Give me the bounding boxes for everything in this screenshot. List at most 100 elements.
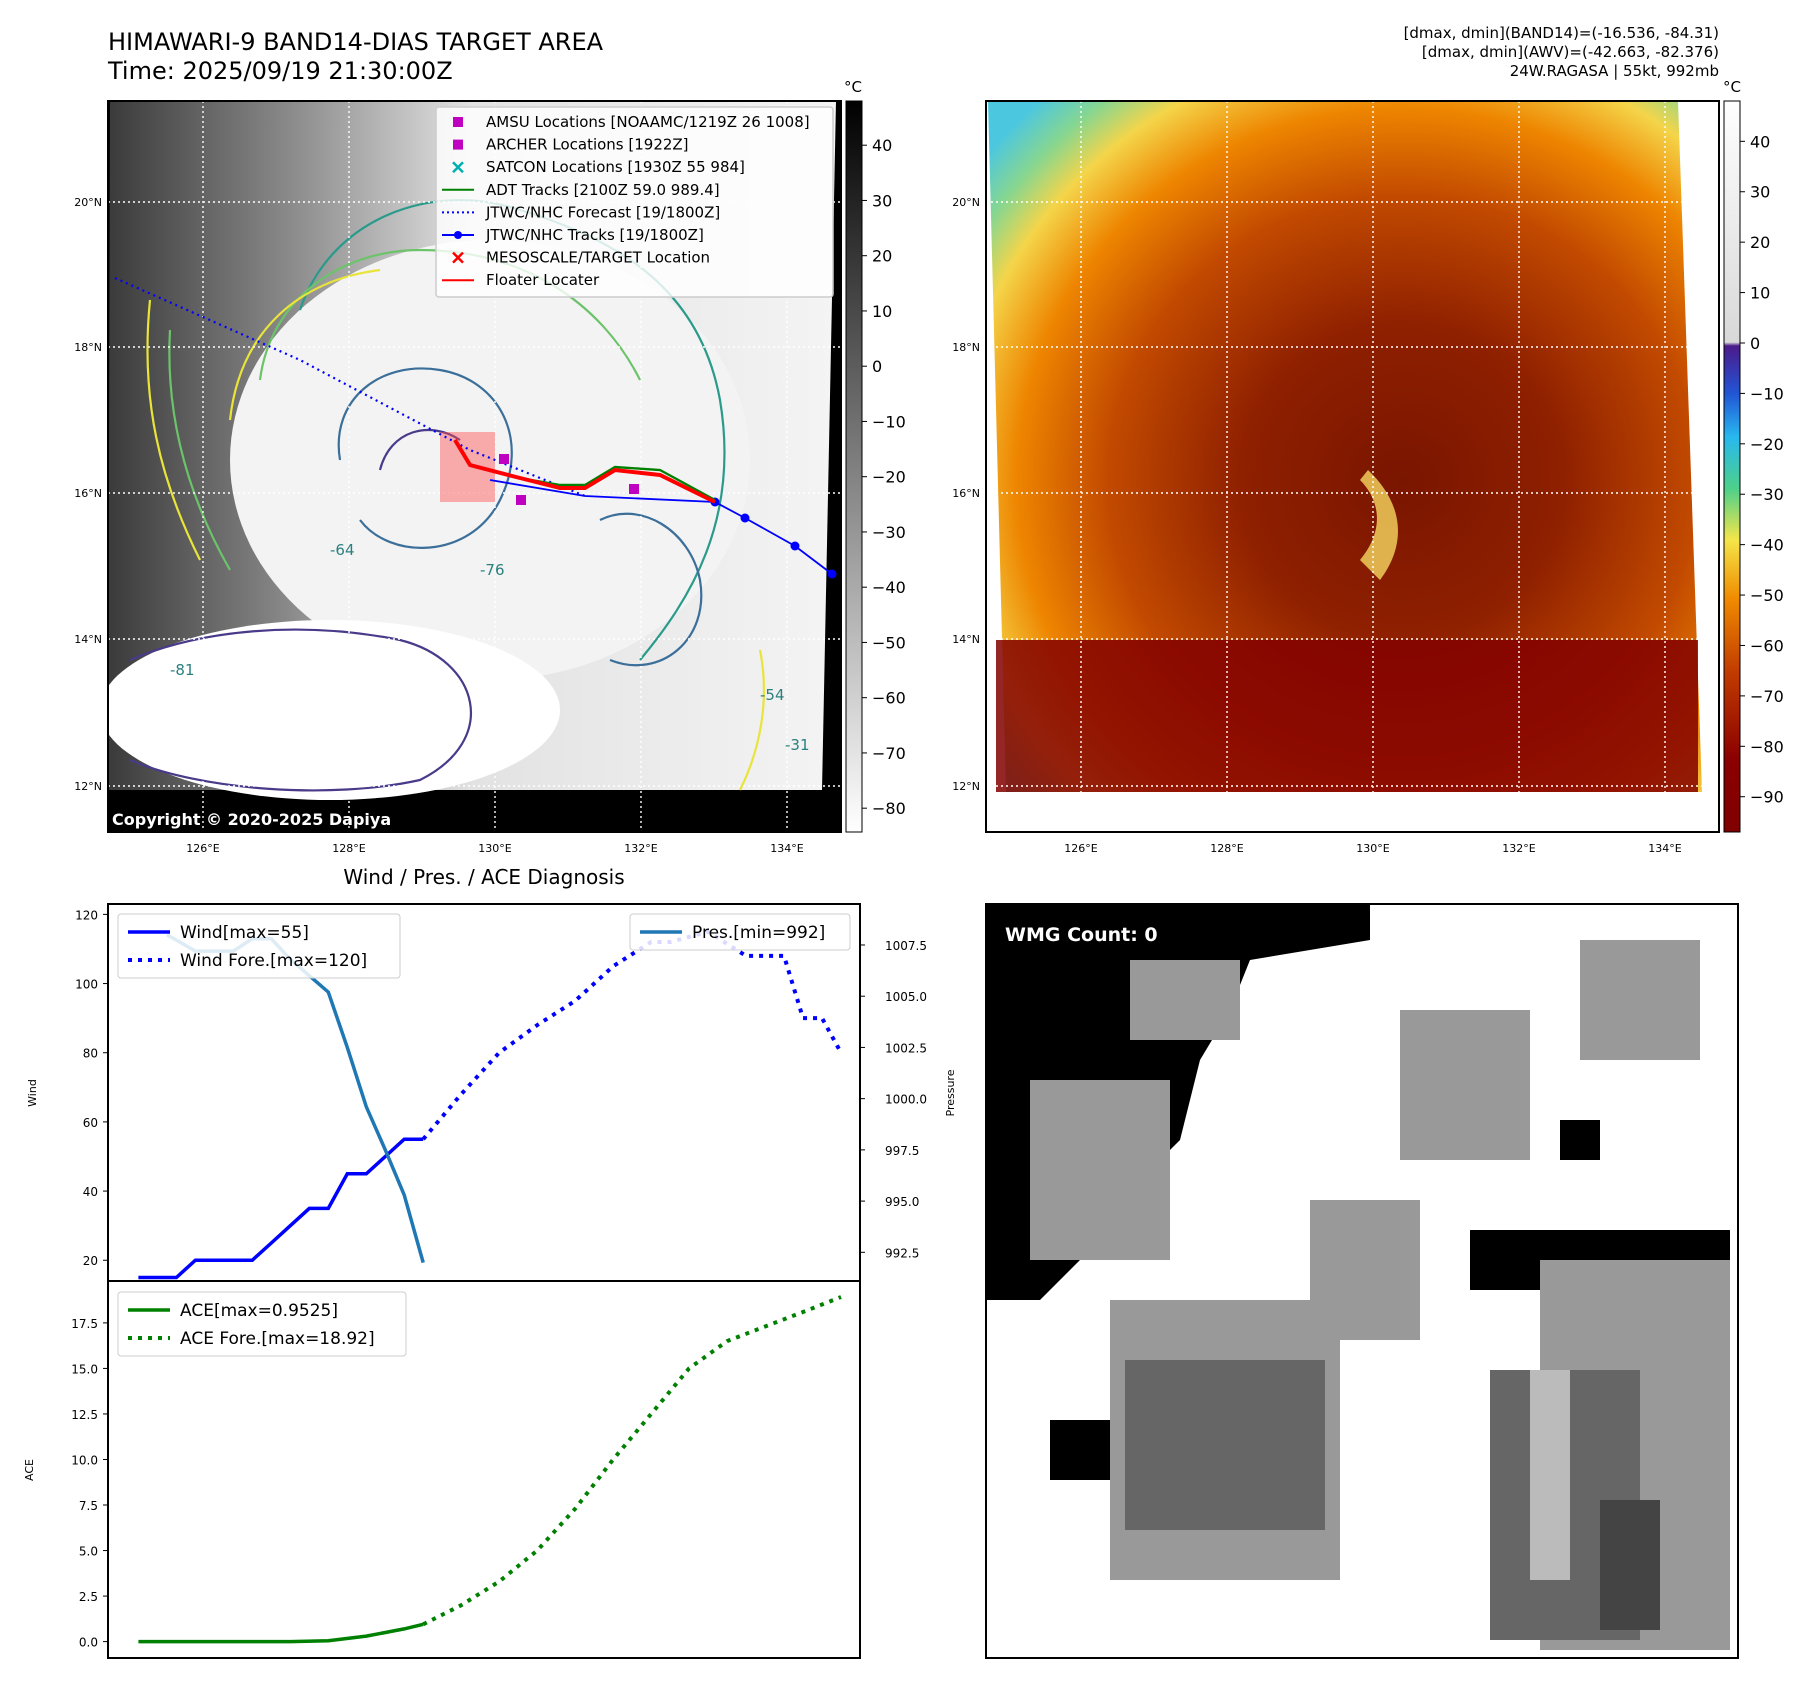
lon-label: 126°E — [1064, 842, 1097, 855]
legend-label: ACE Fore.[max=18.92] — [180, 1329, 375, 1349]
y-tick-label: 5.0 — [79, 1545, 98, 1559]
legend-label: AMSU Locations [NOAAMC/1219Z 26 1008] — [486, 113, 810, 131]
colorbar-tick-label: −10 — [872, 412, 906, 431]
colorbar-tick-label: −80 — [1750, 737, 1784, 756]
legend-label: Floater Locater — [486, 271, 600, 289]
y-tick-label: 40 — [83, 1185, 98, 1199]
y-tick-label: 10.0 — [71, 1453, 98, 1467]
colorbar-tick-label: −40 — [1750, 536, 1784, 555]
lon-label: 134°E — [1648, 842, 1681, 855]
map-title: HIMAWARI-9 BAND14-DIAS TARGET AREA — [108, 28, 604, 56]
lat-label: 16°N — [74, 487, 102, 500]
legend-label: MESOSCALE/TARGET Location — [486, 249, 710, 267]
lat-label: 12°N — [74, 780, 102, 793]
map-left-frame — [107, 100, 842, 833]
colorbar-tick-label: −50 — [872, 633, 906, 652]
best-track — [489, 479, 833, 575]
legend-label: Wind Fore.[max=120] — [180, 951, 367, 971]
y-tick-label: 2.5 — [79, 1590, 98, 1604]
legend-marker — [453, 139, 463, 150]
y-tick-label: 80 — [83, 1047, 98, 1061]
colorbar-tick-label: 40 — [872, 136, 892, 155]
colorbar-tick-label: 30 — [1750, 183, 1770, 202]
copyright-text: Copyright © 2020-2025 Dapiya — [112, 810, 391, 829]
legend-label: ACE[max=0.9525] — [180, 1301, 338, 1321]
colorbar-tick-label: 30 — [872, 191, 892, 210]
colorbar-tick-label: −10 — [1750, 384, 1784, 403]
y-tick-label: 60 — [83, 1116, 98, 1130]
wmg-count: WMG Count: 0 — [1005, 924, 1158, 946]
colorbar-tick-label: −40 — [872, 578, 906, 597]
lon-label: 130°E — [478, 842, 511, 855]
legend-label: Pres.[min=992] — [692, 923, 825, 943]
series-line — [138, 1137, 424, 1280]
map-time: Time: 2025/09/19 21:30:00Z — [108, 57, 453, 85]
y2-tick-label: 1000.0 — [885, 1093, 927, 1107]
diagnosis-title: Wind / Pres. / ACE Diagnosis — [343, 865, 624, 889]
colorbar-tick-label: 20 — [872, 247, 892, 266]
awv-stats: [dmax, dmin](AWV)=(-42.663, -82.376) — [1421, 43, 1719, 61]
colorbar-tick-label: −20 — [872, 468, 906, 487]
legend-marker — [452, 251, 464, 264]
colorbar-tick-label: 10 — [1750, 284, 1770, 303]
lon-label: 132°E — [624, 842, 657, 855]
legend-label: ADT Tracks [2100Z 59.0 989.4] — [486, 181, 720, 199]
legend-label: Wind[max=55] — [180, 923, 309, 943]
lat-label: 18°N — [74, 341, 102, 354]
lat-label: 20°N — [74, 196, 102, 209]
lon-label: 132°E — [1502, 842, 1535, 855]
map-legend: AMSU Locations [NOAAMC/1219Z 26 1008] ARC… — [435, 106, 834, 298]
legend-label: JTWC/NHC Tracks [19/1800Z] — [485, 226, 704, 244]
lon-label: 130°E — [1356, 842, 1389, 855]
colorbar-tick-label: −30 — [1750, 485, 1784, 504]
colorbar-tick-label: −90 — [1750, 788, 1784, 807]
legend-marker — [454, 231, 462, 239]
y-tick-label: 20 — [83, 1254, 98, 1268]
band14-stats: [dmax, dmin](BAND14)=(-16.536, -84.31) — [1403, 24, 1719, 42]
lon-label: 128°E — [332, 842, 365, 855]
ace-axis-label: ACE — [23, 1459, 36, 1481]
colorbar-tick-label: −70 — [1750, 687, 1784, 706]
y2-tick-label: 1007.5 — [885, 939, 927, 953]
lat-label: 16°N — [952, 487, 980, 500]
legend-marker — [452, 161, 464, 174]
y-tick-label: 7.5 — [79, 1499, 98, 1513]
colorbar-tick-label: −80 — [872, 799, 906, 818]
y2-tick-label: 992.5 — [885, 1246, 919, 1260]
y2-tick-label: 995.0 — [885, 1195, 919, 1209]
y2-tick-label: 1002.5 — [885, 1041, 927, 1055]
y-tick-label: 12.5 — [71, 1408, 98, 1422]
y-tick-label: 17.5 — [71, 1317, 98, 1331]
colorbar-right — [1723, 100, 1741, 833]
amsu-archer-markers — [499, 454, 639, 505]
wind-legend — [117, 913, 401, 979]
colorbar-tick-label: −30 — [872, 523, 906, 542]
lon-label: 134°E — [770, 842, 803, 855]
colorbar-tick-label: 40 — [1750, 132, 1770, 151]
colorbar-tick-label: 0 — [872, 357, 882, 376]
legend-marker — [453, 117, 463, 127]
series-line — [138, 1622, 424, 1644]
colorbar-tick-label: 10 — [872, 302, 892, 321]
lat-label: 20°N — [952, 196, 980, 209]
legend-label: ARCHER Locations [1922Z] — [486, 136, 689, 154]
lat-label: 18°N — [952, 341, 980, 354]
y2-tick-label: 997.5 — [885, 1144, 919, 1158]
colorbar-tick-label: 20 — [1750, 233, 1770, 252]
ir-map-right — [986, 101, 1719, 832]
y-tick-label: 100 — [75, 978, 98, 992]
pressure-legend — [629, 913, 851, 951]
wind-axis-label: Wind — [26, 1079, 39, 1107]
lat-label: 14°N — [74, 633, 102, 646]
colorbar-tick-label: 0 — [1750, 334, 1760, 353]
colorbar-tick-label: −70 — [872, 744, 906, 763]
floater-track — [453, 438, 716, 504]
y2-tick-label: 1005.0 — [885, 990, 927, 1004]
y-tick-label: 15.0 — [71, 1362, 98, 1376]
contour-label: -54 — [760, 686, 785, 704]
contour-label: -31 — [785, 736, 810, 754]
colorbar-left — [845, 100, 863, 833]
lat-label: 12°N — [952, 780, 980, 793]
colorbar-tick-label: −20 — [1750, 435, 1784, 454]
